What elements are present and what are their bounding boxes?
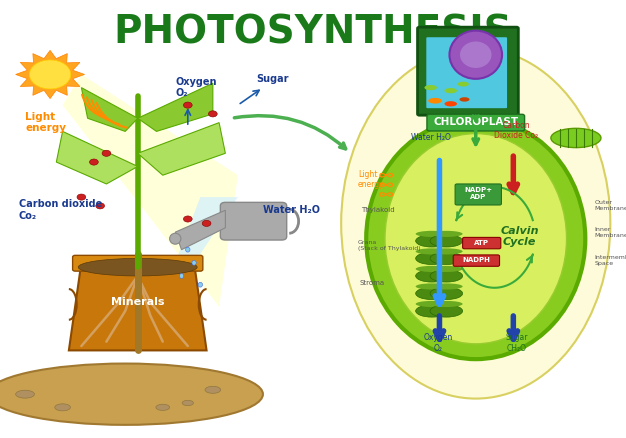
- Ellipse shape: [430, 287, 463, 300]
- Ellipse shape: [416, 301, 448, 307]
- Ellipse shape: [430, 252, 463, 265]
- Text: Carbon dioxide
Co₂: Carbon dioxide Co₂: [19, 199, 102, 221]
- Text: NADPH: NADPH: [463, 257, 490, 263]
- Ellipse shape: [458, 81, 469, 87]
- Ellipse shape: [416, 283, 448, 290]
- Ellipse shape: [460, 42, 491, 68]
- Text: Light
energy: Light energy: [25, 112, 66, 134]
- Ellipse shape: [198, 283, 202, 287]
- Ellipse shape: [416, 248, 448, 254]
- Text: Calvin
Cycle: Calvin Cycle: [500, 226, 539, 247]
- Text: Water H₂O: Water H₂O: [263, 205, 320, 215]
- Polygon shape: [63, 74, 238, 307]
- Ellipse shape: [416, 270, 448, 282]
- Ellipse shape: [385, 134, 567, 344]
- Ellipse shape: [55, 404, 70, 411]
- Circle shape: [77, 194, 86, 200]
- Text: Grana
(Stack of Thylakoid): Grana (Stack of Thylakoid): [358, 240, 421, 251]
- Ellipse shape: [192, 260, 197, 265]
- Text: Water H₂O: Water H₂O: [411, 133, 451, 142]
- Ellipse shape: [156, 404, 170, 410]
- Polygon shape: [81, 88, 138, 131]
- Polygon shape: [138, 83, 213, 131]
- Circle shape: [102, 150, 111, 156]
- Ellipse shape: [78, 258, 197, 276]
- FancyBboxPatch shape: [426, 37, 507, 108]
- Ellipse shape: [366, 118, 585, 359]
- Text: Minerals: Minerals: [111, 297, 165, 307]
- Ellipse shape: [0, 364, 263, 425]
- Ellipse shape: [205, 386, 220, 393]
- Circle shape: [183, 102, 192, 108]
- Ellipse shape: [430, 235, 463, 247]
- FancyBboxPatch shape: [463, 237, 501, 249]
- Polygon shape: [175, 197, 238, 263]
- Text: Oxygen
O₂: Oxygen O₂: [424, 333, 453, 353]
- Ellipse shape: [459, 97, 470, 102]
- Ellipse shape: [416, 266, 448, 272]
- Ellipse shape: [430, 231, 463, 237]
- Text: Oxygen
O₂: Oxygen O₂: [175, 77, 217, 99]
- FancyBboxPatch shape: [73, 255, 203, 271]
- FancyBboxPatch shape: [418, 27, 518, 115]
- Ellipse shape: [430, 266, 463, 272]
- Ellipse shape: [444, 101, 457, 106]
- Circle shape: [96, 203, 105, 209]
- Polygon shape: [69, 263, 207, 350]
- Polygon shape: [56, 131, 138, 184]
- Text: Stroma: Stroma: [360, 279, 385, 286]
- Text: NADP+
ADP: NADP+ ADP: [464, 187, 492, 200]
- Text: Sugar: Sugar: [257, 74, 289, 84]
- FancyBboxPatch shape: [427, 114, 525, 131]
- Ellipse shape: [179, 273, 184, 279]
- Ellipse shape: [416, 231, 448, 237]
- Ellipse shape: [170, 233, 181, 244]
- Ellipse shape: [430, 305, 463, 317]
- Circle shape: [90, 159, 98, 165]
- Ellipse shape: [430, 301, 463, 307]
- Ellipse shape: [430, 248, 463, 254]
- Polygon shape: [175, 210, 225, 250]
- Text: CHLOROPLAST: CHLOROPLAST: [433, 117, 518, 127]
- Circle shape: [208, 111, 217, 117]
- Text: ATP: ATP: [474, 240, 489, 246]
- Text: Carbon
Dioxide Co₂: Carbon Dioxide Co₂: [495, 121, 538, 140]
- Polygon shape: [138, 123, 225, 175]
- Text: Thylakoid: Thylakoid: [361, 207, 395, 213]
- Text: Light
energy: Light energy: [358, 170, 385, 189]
- Text: Outer
Membrane: Outer Membrane: [595, 201, 626, 211]
- Circle shape: [202, 220, 211, 226]
- Ellipse shape: [424, 85, 437, 90]
- Ellipse shape: [16, 390, 34, 398]
- Ellipse shape: [444, 88, 457, 93]
- Ellipse shape: [449, 31, 502, 79]
- FancyBboxPatch shape: [455, 184, 501, 205]
- Ellipse shape: [185, 247, 190, 252]
- Ellipse shape: [416, 252, 448, 265]
- Polygon shape: [16, 50, 85, 99]
- Ellipse shape: [416, 235, 448, 247]
- Ellipse shape: [430, 283, 463, 290]
- Ellipse shape: [428, 98, 442, 104]
- Text: PHOTOSYNTHESIS: PHOTOSYNTHESIS: [114, 13, 512, 51]
- Ellipse shape: [430, 270, 463, 282]
- FancyBboxPatch shape: [453, 255, 500, 266]
- Text: Sugar
CH₂O: Sugar CH₂O: [505, 333, 528, 353]
- Ellipse shape: [341, 48, 610, 399]
- Ellipse shape: [416, 287, 448, 300]
- Ellipse shape: [416, 305, 448, 317]
- Text: Intermembrane
Space: Intermembrane Space: [595, 255, 626, 266]
- FancyBboxPatch shape: [220, 202, 287, 240]
- Text: Inner
Membrane: Inner Membrane: [595, 227, 626, 237]
- Ellipse shape: [182, 400, 193, 406]
- Circle shape: [183, 216, 192, 222]
- Circle shape: [29, 60, 71, 89]
- Ellipse shape: [551, 128, 601, 148]
